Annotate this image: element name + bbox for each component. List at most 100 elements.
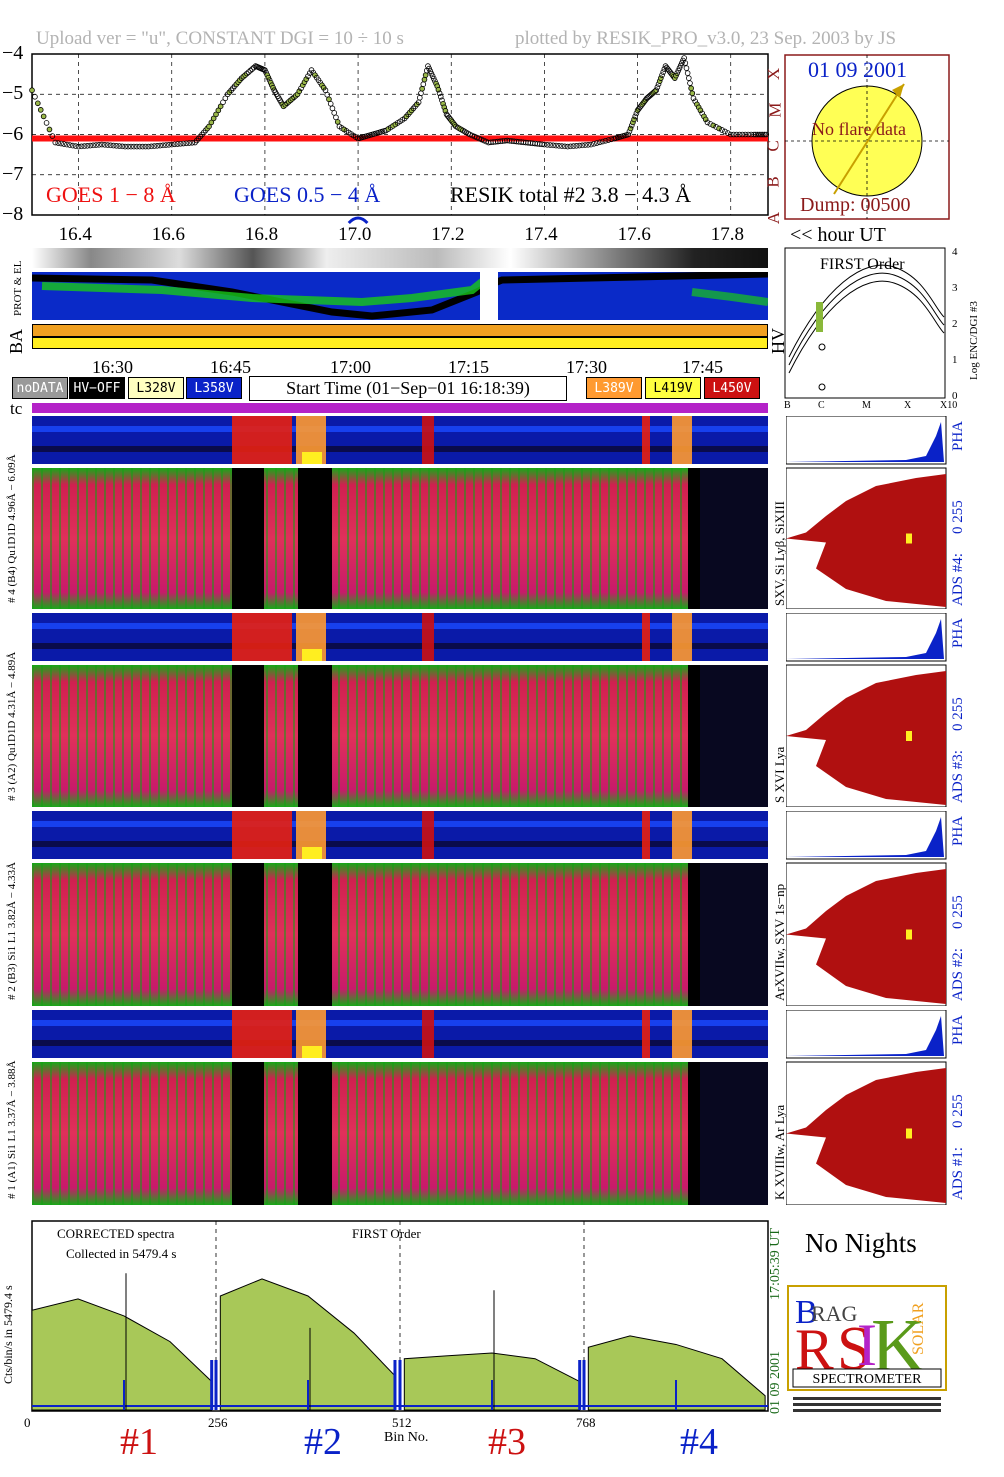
spectrum-x-tick: 256 <box>208 1415 228 1431</box>
spectrum-xlabel: Bin No. <box>384 1430 428 1446</box>
legend-goes-blue: GOES 0.5 − 4 Å <box>234 182 380 208</box>
spectrum-section-label: #4 <box>680 1420 718 1464</box>
goes-x-tick: 17.2 <box>431 224 464 246</box>
resik-point <box>335 120 340 125</box>
sun-dump: Dump: 00500 <box>800 194 911 217</box>
nodata-gap <box>298 1062 332 1205</box>
goes-x-tick: 17.0 <box>338 224 371 246</box>
channel-label: # 3 (A2) Qu1D1D 4.31Å − 4.89Å <box>6 652 18 801</box>
spectrogram-panel <box>32 863 768 1006</box>
spectrum-time: 17:05:39 UT <box>768 1228 784 1300</box>
orbit-y-tick: 4 <box>952 246 958 258</box>
resik-point <box>30 88 35 93</box>
resik-point <box>38 107 43 112</box>
goes-class-letter: C <box>764 140 784 151</box>
tc-bar <box>32 403 768 413</box>
goes-x-tick: 17.8 <box>711 224 744 246</box>
svg-text:SOLAR: SOLAR <box>910 1302 927 1355</box>
pha-label: PHA <box>950 1015 967 1045</box>
ephemeris-strip <box>32 248 768 268</box>
resik-point <box>47 127 52 132</box>
x-unit-label: << hour UT <box>790 224 886 247</box>
line-ids: K XVIIIw, Ar Lya <box>772 1105 788 1200</box>
time-tick: 17:45 <box>682 357 723 378</box>
channel-label: # 1 (A1) Si1 L1 3.37Å − 3.88Å <box>6 1060 18 1199</box>
nodata-gap <box>688 863 700 1006</box>
line-ids: SXV, Si Lyβ, SiXIII <box>772 501 788 606</box>
resik-point <box>711 123 716 128</box>
line-ids: S XVI Lya <box>772 747 788 803</box>
orbit-x-tick: B <box>784 400 791 411</box>
hv-strip <box>32 337 768 349</box>
spectrogram-panel <box>32 1062 768 1205</box>
goes-x-tick: 17.4 <box>524 224 557 246</box>
legend-v3: L389V <box>586 377 642 399</box>
legend-v4: L419V <box>645 377 701 399</box>
goes-class-letter: X <box>764 68 784 80</box>
ads-label: ADS #1: <box>950 1147 967 1200</box>
ads-label: ADS #3: <box>950 750 967 803</box>
goes-y-tick: −4 <box>2 42 23 65</box>
ads-label: ADS #2: <box>950 948 967 1001</box>
ads-histogram <box>786 1010 948 1205</box>
spectrum-x-tick: 0 <box>24 1415 31 1431</box>
goes-class-letter: M <box>766 102 786 117</box>
orbit-y-tick: 2 <box>952 318 958 330</box>
logo-word: SPECTROMETER <box>813 1372 923 1387</box>
orbit-x-tick: C <box>818 400 825 411</box>
goes-y-tick: −6 <box>2 123 23 146</box>
time-tick: 17:30 <box>566 357 607 378</box>
spectrum-section-label: #1 <box>120 1420 158 1464</box>
resik-point <box>452 123 457 128</box>
spectrogram-panel <box>32 468 768 609</box>
legend-v1: L328V <box>128 377 184 399</box>
spectrum-section-label: #3 <box>488 1420 526 1464</box>
sun-date: 01 09 2001 <box>808 57 907 83</box>
resik-point <box>35 101 40 106</box>
spectrum-ylabel: Cts/bin/s in 5479.4 s <box>1 1285 16 1384</box>
resik-logo: B RAG R S I K SOLAR SPECTROMETER <box>787 1285 947 1425</box>
resik-point <box>420 86 425 91</box>
orbit-y-tick: 3 <box>952 282 958 294</box>
pha-strip <box>32 613 768 661</box>
resik-point <box>658 76 663 81</box>
resik-point <box>632 117 637 122</box>
first-order-cluster <box>816 302 823 332</box>
spectrum-title: CORRECTED spectra <box>57 1226 174 1242</box>
start-time-box: Start Time (01−Sep−01 16:18:39) <box>249 376 567 401</box>
spectrum-x-tick: 512 <box>392 1415 412 1431</box>
resik-point <box>717 126 722 131</box>
pha-label: PHA <box>950 618 967 648</box>
tc-label: tc <box>10 399 22 419</box>
goes-y-tick: −7 <box>2 163 23 186</box>
goes-x-tick: 16.6 <box>152 224 185 246</box>
ba-label: BA <box>6 329 27 354</box>
legend-v5: L450V <box>704 377 760 399</box>
channel-label: # 2 (B3) Si1 L1 3.82Å − 4.33Å <box>6 862 18 1000</box>
nodata-gap <box>688 665 700 807</box>
spectrum-x-tick: 768 <box>576 1415 596 1431</box>
legend-nodata: noDATA <box>12 377 68 399</box>
time-tick: 17:15 <box>448 357 489 378</box>
spectrogram-panel <box>32 665 768 807</box>
goes-x-tick: 16.4 <box>59 224 92 246</box>
spectrum-first-order: FIRST Order <box>352 1226 421 1242</box>
nodata-gap <box>298 863 332 1006</box>
ads-label: ADS #4: <box>950 553 967 606</box>
nodata-gap <box>232 863 264 1006</box>
scale-label: 0 255 <box>950 895 967 929</box>
scale-label: 0 255 <box>950 500 967 534</box>
legend-v2: L358V <box>186 377 242 399</box>
resik-point <box>690 91 695 96</box>
pha-label: PHA <box>950 816 967 846</box>
resik-point <box>422 77 427 82</box>
first-order-title: FIRST Order <box>820 256 905 274</box>
orbit-x-tick: X <box>904 400 911 411</box>
nodata-gap <box>298 468 332 609</box>
time-tick: 16:45 <box>210 357 251 378</box>
ads-histogram <box>786 811 948 1006</box>
time-tick: 16:30 <box>92 357 133 378</box>
orbit-x-tick: X10 <box>940 400 957 411</box>
orbit-x-tick: M <box>862 400 871 411</box>
